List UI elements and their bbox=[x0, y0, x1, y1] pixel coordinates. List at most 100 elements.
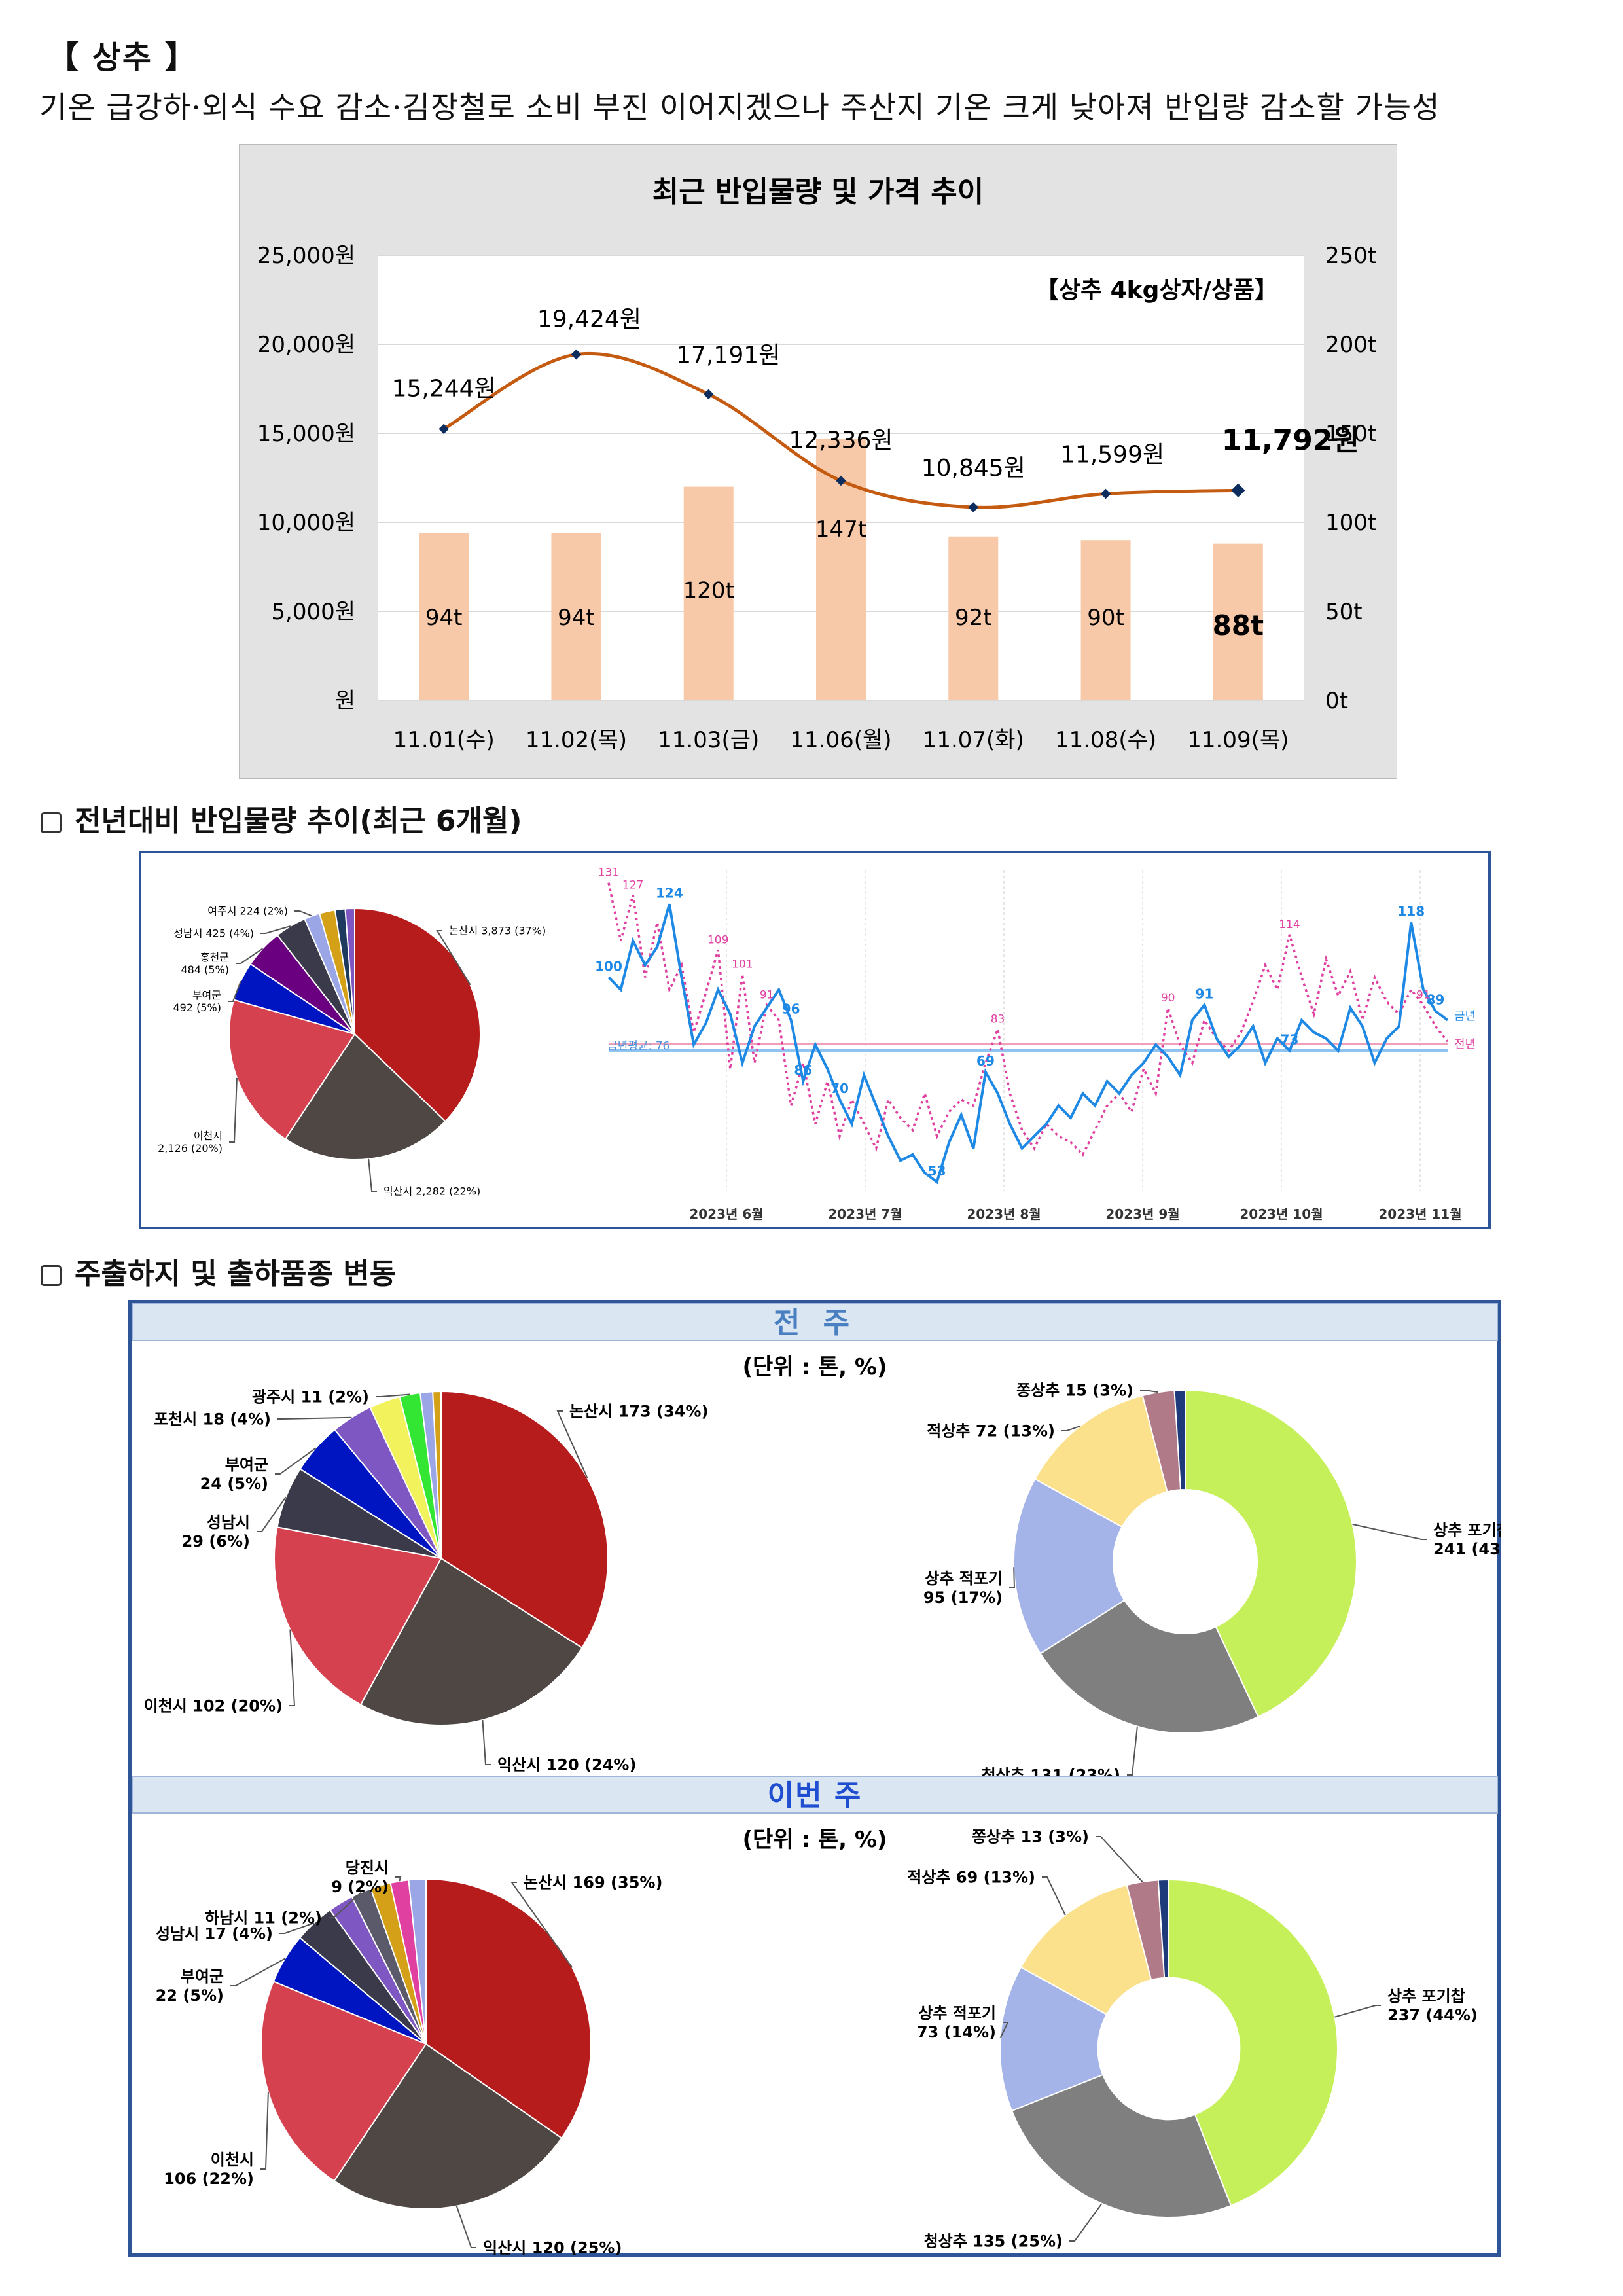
region-slice bbox=[440, 1390, 609, 1649]
bar bbox=[683, 486, 734, 700]
last-year-data-label: 109 bbox=[707, 933, 728, 946]
y-right-tick: 250t bbox=[1325, 243, 1376, 269]
y-right-tick: 0t bbox=[1325, 688, 1348, 714]
slice-label: 익산시 120 (25%) bbox=[483, 2238, 622, 2257]
slice-label: 당진시 9 (2%) bbox=[331, 1859, 389, 1896]
price-label: 12,336원 bbox=[789, 427, 893, 454]
variety-slice bbox=[1185, 1389, 1357, 1718]
price-label: 11,792원 bbox=[1222, 423, 1359, 457]
y-right-tick: 150t bbox=[1325, 421, 1376, 447]
variety-slice bbox=[1034, 1395, 1168, 1528]
leader-line bbox=[395, 1876, 402, 1882]
slice-label: 부여군 492 (5%) bbox=[173, 989, 222, 1014]
this-year-data-label: 73 bbox=[1281, 1031, 1299, 1047]
section-heading: 【 상추 】 bbox=[47, 39, 198, 76]
last-year-data-label: 90 bbox=[1161, 992, 1175, 1005]
slice-label: 논산시 3,873 (37%) bbox=[449, 925, 546, 937]
leader-line bbox=[1042, 1876, 1066, 1916]
variety-slice bbox=[1013, 1478, 1126, 1655]
last-year-data-label: 91 bbox=[1416, 988, 1431, 1001]
slice-label: 홍천군 484 (5%) bbox=[181, 951, 230, 976]
variety-slice bbox=[1168, 1878, 1338, 2207]
slice-label: 논산시 169 (35%) bbox=[524, 1873, 662, 1892]
panel-title: 전 주 bbox=[774, 1306, 856, 1340]
checkbox-icon bbox=[41, 812, 62, 833]
variety-slice bbox=[1039, 1599, 1259, 1734]
x-tick-label: 11.06(월) bbox=[790, 727, 891, 753]
slice-label: 포천시 18 (4%) bbox=[154, 1410, 271, 1428]
variety-slice bbox=[1157, 1878, 1169, 1979]
average-label: 금년평균: 76 bbox=[607, 1039, 669, 1052]
slice-label: 이천시 102 (20%) bbox=[144, 1696, 283, 1715]
leader-line bbox=[1096, 1836, 1143, 1882]
region-slice bbox=[284, 1033, 446, 1160]
this-year-data-label: 124 bbox=[656, 885, 683, 901]
leader-line bbox=[368, 1158, 377, 1192]
y-right-tick: 100t bbox=[1325, 510, 1376, 536]
price-label: 17,191원 bbox=[676, 342, 780, 368]
y-left-tick: 25,000원 bbox=[257, 243, 355, 269]
slice-label: 익산시 120 (24%) bbox=[497, 1755, 636, 1774]
region-slice bbox=[408, 1878, 427, 2045]
leader-line bbox=[260, 925, 291, 934]
y-right-tick: 50t bbox=[1325, 599, 1363, 625]
bar-label: 90t bbox=[1087, 605, 1124, 631]
slice-label: 성남시 17 (4%) bbox=[156, 1924, 273, 1943]
leader-line bbox=[1140, 1390, 1159, 1393]
this-year-line bbox=[607, 903, 1449, 1185]
bar bbox=[551, 533, 601, 700]
slice-label: 부여군 24 (5%) bbox=[200, 1456, 268, 1493]
leader-line bbox=[230, 1958, 285, 1986]
slice-label: 이천시 106 (22%) bbox=[164, 2151, 254, 2188]
slice-label: 적상추 72 (13%) bbox=[927, 1422, 1055, 1440]
bar bbox=[1080, 540, 1131, 700]
leader-line bbox=[455, 2206, 476, 2248]
leader-line bbox=[1334, 2005, 1381, 2018]
y-left-tick: 원 bbox=[335, 688, 355, 714]
last-year-line bbox=[607, 882, 1449, 1157]
trend-section-title: 전년대비 반입물량 추이(최근 6개월) bbox=[41, 797, 522, 839]
leader-line bbox=[329, 1892, 362, 1918]
this-year-data-label: 118 bbox=[1397, 903, 1425, 919]
legend-this-year: 금년 bbox=[1454, 1010, 1476, 1024]
region-slice bbox=[274, 1526, 442, 1706]
leader-line bbox=[1061, 1426, 1080, 1431]
bar-label: 147t bbox=[815, 516, 866, 543]
slice-label: 하남시 11 (2%) bbox=[205, 1909, 322, 1927]
slice-label: 쫑상추 15 (3%) bbox=[1016, 1381, 1133, 1399]
y-right-tick: 200t bbox=[1325, 332, 1376, 358]
x-tick-label: 2023년 7월 bbox=[828, 1206, 902, 1222]
x-tick-label: 11.07(화) bbox=[923, 727, 1024, 753]
price-marker bbox=[571, 349, 582, 360]
bar-label: 88t bbox=[1213, 609, 1264, 641]
x-tick-label: 11.09(목) bbox=[1187, 727, 1289, 753]
unit-label: (단위 : 톤, %) bbox=[742, 1827, 887, 1853]
price-marker bbox=[1231, 483, 1245, 497]
this-year-data-label: 70 bbox=[830, 1081, 849, 1096]
slice-label: 논산시 173 (34%) bbox=[569, 1402, 708, 1420]
leader-line bbox=[229, 1077, 238, 1143]
slice-label: 쫑상추 13 (3%) bbox=[972, 1827, 1089, 1846]
this-year-data-label: 96 bbox=[782, 1001, 800, 1017]
this-year-data-label: 69 bbox=[976, 1053, 995, 1069]
price-marker bbox=[968, 502, 979, 512]
leader-line bbox=[556, 1410, 588, 1479]
x-tick-label: 11.08(수) bbox=[1055, 727, 1156, 753]
x-tick-label: 11.03(금) bbox=[658, 727, 759, 753]
last-year-data-label: 114 bbox=[1279, 918, 1300, 931]
x-tick-label: 2023년 10월 bbox=[1240, 1206, 1323, 1222]
leader-line bbox=[275, 1447, 317, 1475]
x-tick-label: 11.01(수) bbox=[393, 727, 495, 753]
bar-label: 92t bbox=[955, 605, 992, 631]
last-year-data-label: 83 bbox=[991, 1013, 1005, 1026]
shipping-section-title: 주출하지 및 출하품종 변동 bbox=[41, 1250, 396, 1292]
region-slice bbox=[359, 1557, 583, 1726]
last-year-data-label: 127 bbox=[622, 878, 643, 891]
this-year-data-label: 89 bbox=[1426, 992, 1444, 1008]
region-slice bbox=[344, 907, 355, 1035]
x-tick-label: 2023년 11월 bbox=[1378, 1206, 1461, 1222]
region-slice bbox=[425, 1878, 592, 2140]
bar bbox=[948, 536, 999, 700]
leader-line bbox=[376, 1393, 410, 1397]
y-left-tick: 15,000원 bbox=[257, 421, 355, 447]
